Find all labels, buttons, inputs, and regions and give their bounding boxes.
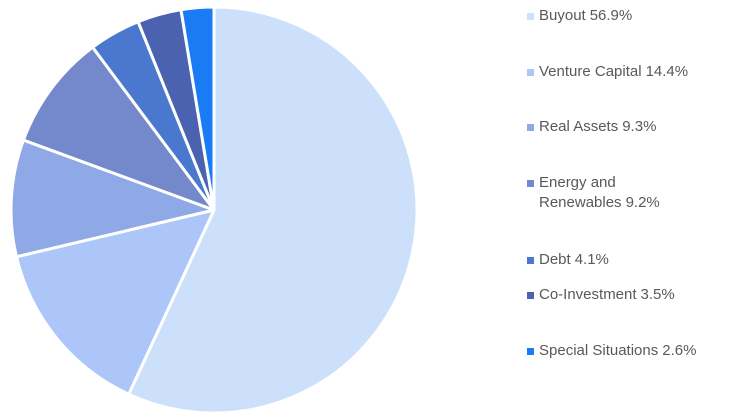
legend-value: 9.3% — [622, 118, 657, 135]
legend-name: Real Assets — [539, 118, 619, 135]
legend-swatch — [527, 292, 534, 299]
legend-value: 9.2% — [625, 194, 660, 211]
legend-value: 4.1% — [574, 251, 609, 268]
legend-swatch — [527, 13, 534, 20]
legend-value: 3.5% — [640, 286, 675, 303]
legend-value: 56.9% — [589, 7, 633, 24]
legend-name: Energy and Renewables — [539, 174, 622, 211]
legend-label: Energy and Renewables 9.2% — [539, 173, 729, 213]
legend-item: Buyout 56.9% — [527, 6, 737, 26]
legend-swatch — [527, 348, 534, 355]
legend-name: Special Situations — [539, 342, 659, 359]
legend-item: Debt 4.1% — [527, 250, 737, 270]
legend-label: Debt 4.1% — [539, 250, 729, 270]
legend-value: 2.6% — [662, 342, 697, 359]
legend-swatch — [527, 69, 534, 76]
legend-item: Co-Investment 3.5% — [527, 285, 737, 305]
legend-item: Venture Capital 14.4% — [527, 62, 737, 82]
legend-item: Energy and Renewables 9.2% — [527, 173, 737, 213]
legend-swatch — [527, 257, 534, 264]
legend-value: 14.4% — [645, 63, 689, 80]
legend-name: Debt — [539, 251, 571, 268]
pie-slice — [9, 138, 216, 259]
legend-swatch — [527, 180, 534, 187]
legend-swatch — [527, 124, 534, 131]
legend-name: Buyout — [539, 7, 586, 24]
legend-name: Co-Investment — [539, 286, 637, 303]
chart — [9, 5, 419, 415]
legend-name: Venture Capital — [539, 63, 642, 80]
legend-label: Real Assets 9.3% — [539, 117, 729, 137]
pie-slice — [179, 5, 216, 212]
legend-label: Co-Investment 3.5% — [539, 285, 729, 305]
legend-item: Special Situations 2.6% — [527, 341, 737, 361]
pie-slice — [21, 45, 216, 212]
pie-slice — [14, 208, 216, 396]
legend-label: Buyout 56.9% — [539, 6, 729, 26]
pie-slice — [127, 5, 419, 415]
legend-item: Real Assets 9.3% — [527, 117, 737, 137]
legend-label: Venture Capital 14.4% — [539, 62, 729, 82]
legend-label: Special Situations 2.6% — [539, 341, 729, 361]
